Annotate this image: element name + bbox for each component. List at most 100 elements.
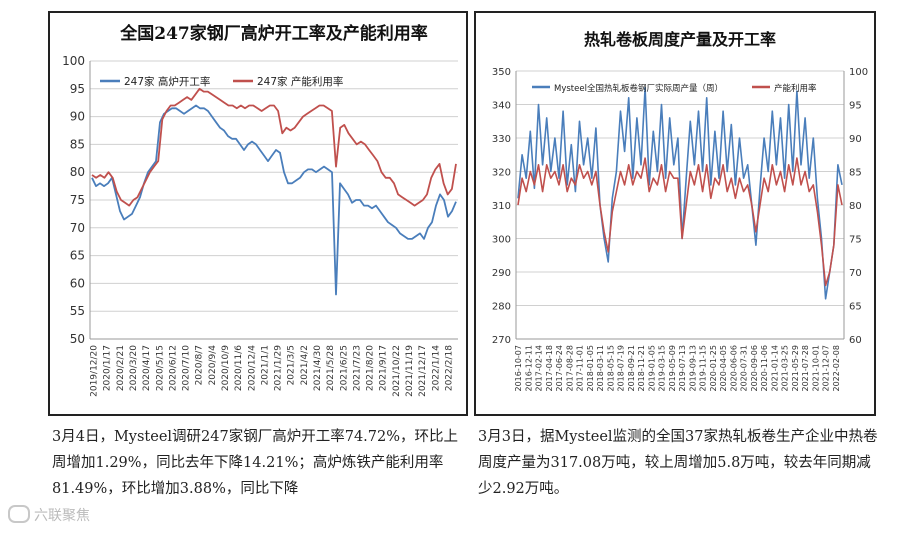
left-series-line-2 — [91, 87, 457, 207]
right-x-tick-label: 2016-10-07 — [514, 345, 523, 392]
right-x-tick-label: 2021-03-25 — [781, 345, 790, 392]
left-legend-label-2: 247家 产能利用率 — [257, 75, 343, 88]
right-x-tick-label: 2017-06-24 — [555, 345, 564, 392]
right-y2-tick-label: 85 — [849, 168, 862, 179]
right-y-tick-label: 300 — [492, 235, 511, 246]
left-chart-title: 全国247家钢厂高炉开工率及产能利用率 — [119, 23, 428, 44]
right-y-tick-label: 270 — [492, 335, 511, 346]
left-y-tick-label: 70 — [70, 221, 85, 235]
right-y2-tick-label: 60 — [849, 335, 862, 346]
left-x-tick-label: 2020/9/4 — [208, 345, 218, 386]
left-y-tick-label: 95 — [70, 82, 85, 96]
left-x-tick-label: 2020/10/9 — [221, 345, 231, 391]
left-legend-label-1: 247家 高炉开工率 — [124, 75, 210, 88]
left-x-tick-label: 2021/1/1 — [260, 345, 270, 385]
left-y-tick-label: 75 — [70, 193, 85, 207]
right-legend-label-1: Mysteel全国热轧板卷钢厂实际周产量（周） — [554, 83, 723, 94]
left-y-tick-label: 55 — [70, 304, 85, 318]
caption-blast-furnace: 3月4日，Mysteel调研247家钢厂高炉开工率74.72%，环比上周增加1.… — [52, 429, 459, 497]
left-x-tick-label: 2022/2/18 — [444, 345, 454, 391]
right-x-tick-label: 2020-04-05 — [719, 345, 728, 392]
right-x-tick-label: 2021-10-01 — [811, 345, 820, 392]
left-series-line-1 — [91, 104, 457, 296]
left-x-tick-label: 2021/5/28 — [326, 345, 336, 391]
caption-hot-rolled-coil: 3月3日，据Mysteel监测的全国37家热轧板卷生产企业中热卷周度产量为317… — [478, 429, 878, 497]
right-x-tick-label: 2019-01-05 — [647, 345, 656, 392]
left-x-tick-label: 2020/5/15 — [155, 345, 165, 391]
left-x-tick-label: 2021/3/5 — [287, 345, 297, 385]
left-x-tick-label: 2020/7/10 — [182, 345, 192, 391]
right-y2-tick-label: 95 — [849, 101, 862, 112]
watermark-icon — [8, 505, 30, 523]
right-y-tick-label: 330 — [492, 134, 511, 145]
right-x-tick-label: 2017-11-01 — [576, 345, 585, 392]
right-series-line-2 — [517, 157, 843, 287]
right-x-tick-label: 2018-09-21 — [627, 345, 636, 392]
right-y-tick-label: 350 — [492, 67, 511, 78]
right-x-tick-label: 2020-11-06 — [760, 345, 769, 392]
right-x-tick-label: 2019-09-13 — [688, 345, 697, 392]
left-y-tick-label: 85 — [70, 137, 85, 151]
left-x-tick-label: 2021/7/23 — [352, 345, 362, 391]
right-x-tick-label: 2020-01-25 — [709, 345, 718, 392]
left-x-tick-label: 2019/12/20 — [90, 345, 100, 397]
right-y-tick-label: 340 — [492, 101, 511, 112]
right-x-tick-label: 2017-08-28 — [565, 345, 574, 392]
right-x-tick-label: 2018-07-19 — [617, 345, 626, 392]
right-x-tick-label: 2018-11-21 — [637, 345, 646, 392]
right-chart-title: 热轧卷板周度产量及开工率 — [584, 30, 776, 49]
left-x-tick-label: 2020/2/21 — [116, 345, 126, 391]
right-y-tick-label: 310 — [492, 201, 511, 212]
right-x-tick-label: 2019-03-15 — [658, 345, 667, 392]
left-x-tick-label: 2020/4/17 — [142, 345, 152, 391]
left-x-tick-label: 2021/8/20 — [366, 345, 376, 391]
right-y2-tick-label: 80 — [849, 201, 862, 212]
right-y2-tick-label: 75 — [849, 235, 862, 246]
right-x-tick-label: 2022-02-08 — [832, 345, 841, 392]
left-x-tick-label: 2020/11/6 — [234, 345, 244, 391]
right-legend-label-2: 产能利用率 — [774, 83, 817, 94]
right-x-tick-label: 2019-07-13 — [678, 345, 687, 392]
left-x-tick-label: 2021/12/17 — [418, 345, 428, 397]
right-x-tick-label: 2020-06-06 — [729, 345, 738, 392]
right-x-tick-label: 2018-03-11 — [596, 345, 605, 392]
right-x-tick-label: 2021-12-07 — [822, 345, 831, 392]
right-x-tick-label: 2019-05-09 — [668, 345, 677, 392]
left-x-tick-label: 2020/1/17 — [103, 345, 113, 391]
right-x-tick-label: 2020-09-06 — [750, 345, 759, 392]
left-x-tick-label: 2021/11/19 — [405, 345, 415, 397]
chart-panel-hot-rolled-coil: 热轧卷板周度产量及开工率 270 280 290 300 310 320 330 340 350 6… — [474, 11, 876, 416]
right-series-line-1 — [517, 87, 843, 300]
left-x-tick-label: 2020/3/20 — [129, 345, 139, 391]
right-x-tick-label: 2021-07-28 — [801, 345, 810, 392]
hot-rolled-coil-chart: 热轧卷板周度产量及开工率 270 280 290 300 310 320 330 340 350 6… — [492, 30, 868, 392]
right-y2-tick-label: 70 — [849, 268, 862, 279]
left-y-tick-label: 60 — [70, 276, 85, 290]
watermark-text: 六联聚焦 — [34, 508, 90, 524]
right-y-tick-label: 280 — [492, 302, 511, 313]
right-x-tick-label: 2017-02-14 — [535, 345, 544, 392]
left-x-tick-label: 2021/4/2 — [300, 345, 310, 385]
left-x-tick-label: 2021/6/25 — [339, 345, 349, 391]
left-x-tick-label: 2020/6/12 — [168, 345, 178, 391]
right-x-tick-label: 2021-01-14 — [770, 345, 779, 392]
left-y-tick-label: 100 — [62, 54, 85, 68]
left-x-tick-label: 2021/4/30 — [313, 345, 323, 391]
left-y-tick-label: 90 — [70, 110, 85, 124]
right-y-tick-label: 320 — [492, 168, 511, 179]
left-x-tick-label: 2020/12/4 — [247, 345, 257, 391]
right-x-tick-label: 2020-07-31 — [740, 345, 749, 392]
right-x-tick-label: 2021-05-29 — [791, 345, 800, 392]
left-x-tick-label: 2021/9/17 — [379, 345, 389, 391]
left-y-tick-label: 65 — [70, 249, 85, 263]
chart-panel-blast-furnace: 全国247家钢厂高炉开工率及产能利用率 50 55 60 65 70 75 80 85 90 95 1… — [48, 11, 468, 416]
right-x-tick-label: 2018-05-15 — [606, 345, 615, 392]
blast-furnace-chart: 全国247家钢厂高炉开工率及产能利用率 50 55 60 65 70 75 80 85 90 95 1… — [62, 23, 458, 397]
right-y-tick-label: 290 — [492, 268, 511, 279]
right-x-tick-label: 2019-11-15 — [699, 345, 708, 392]
left-y-tick-label: 50 — [70, 332, 85, 346]
watermark: 六联聚焦 — [8, 505, 90, 525]
right-x-tick-label: 2018-01-05 — [586, 345, 595, 392]
right-y2-tick-label: 90 — [849, 134, 862, 145]
left-x-tick-label: 2020/8/7 — [195, 345, 205, 385]
